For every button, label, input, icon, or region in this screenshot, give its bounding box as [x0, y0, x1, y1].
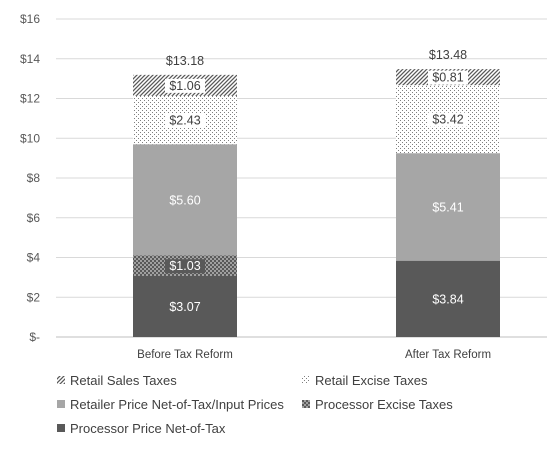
legend-label-retail-excise-taxes: Retail Excise Taxes — [315, 373, 428, 388]
data-label-background — [428, 112, 468, 127]
legend-label-retail-sales-taxes: Retail Sales Taxes — [70, 373, 177, 388]
y-tick-label: $2 — [27, 290, 41, 304]
data-label: $3.84 — [432, 292, 463, 306]
bars: $3.07 $1.03 $5.60 $2.43 $1.06 $13.18 $3.84 $5.4… — [133, 48, 500, 337]
data-label-background — [165, 259, 205, 274]
data-label-background — [165, 78, 205, 93]
data-label: $1.03 — [169, 259, 200, 273]
legend-label-retailer-price-net-of-tax-input-prices: Retailer Price Net-of-Tax/Input Prices — [70, 397, 284, 412]
y-tick-label: $4 — [27, 251, 41, 265]
y-tick-label: $6 — [27, 211, 41, 225]
y-tick-label: $16 — [20, 12, 40, 26]
y-tick-label: $- — [29, 330, 40, 344]
y-tick-label: $14 — [20, 52, 40, 66]
legend-swatch-retailer-price-net-of-tax-input-prices — [57, 400, 65, 408]
legend-swatch-processor-excise-taxes — [302, 400, 310, 408]
data-label: $2.43 — [169, 114, 200, 128]
data-label: $5.60 — [169, 193, 200, 207]
data-label-background — [165, 113, 205, 128]
total-label: $13.18 — [166, 54, 204, 68]
legend: Retail Sales Taxes Retail Excise Taxes Ret… — [57, 373, 453, 436]
bar-segment-processor-price-net-of-tax — [133, 275, 237, 337]
data-label: $0.81 — [432, 71, 463, 85]
data-label: $5.41 — [432, 200, 463, 214]
data-label: $1.06 — [169, 79, 200, 93]
legend-swatch-retail-excise-taxes — [302, 376, 310, 384]
total-label: $13.48 — [429, 48, 467, 62]
data-label: $3.42 — [432, 113, 463, 127]
y-tick-label: $10 — [20, 131, 40, 145]
x-tick-label: Before Tax Reform — [137, 349, 233, 361]
data-label-background — [428, 70, 468, 85]
bar-segment-retailer-price-net-of-tax-input-prices — [396, 153, 500, 261]
legend-label-processor-excise-taxes: Processor Excise Taxes — [315, 397, 453, 412]
y-axis: $- $2 $4 $6 $8 $10 $12 $14 $16 — [20, 12, 40, 344]
data-label: $3.07 — [169, 300, 200, 314]
legend-swatch-processor-price-net-of-tax — [57, 424, 65, 432]
bar-segment-retailer-price-net-of-tax-input-prices — [133, 144, 237, 256]
legend-swatch-retail-sales-taxes — [57, 376, 65, 384]
legend-label-processor-price-net-of-tax: Processor Price Net-of-Tax — [70, 421, 226, 436]
y-tick-label: $12 — [20, 92, 40, 106]
y-tick-label: $8 — [27, 171, 41, 185]
x-axis: Before Tax Reform After Tax Reform — [137, 349, 491, 361]
x-tick-label: After Tax Reform — [405, 349, 491, 361]
bar-segment-processor-price-net-of-tax — [396, 260, 500, 337]
